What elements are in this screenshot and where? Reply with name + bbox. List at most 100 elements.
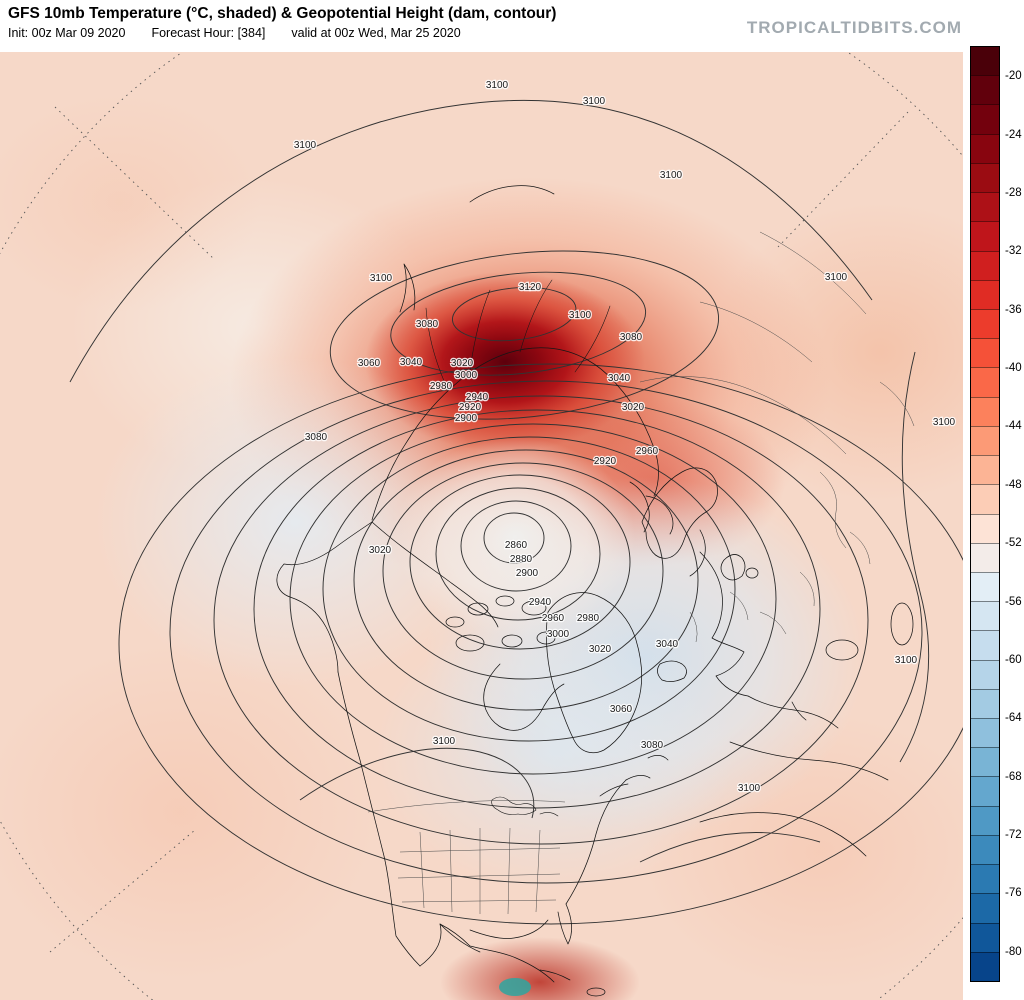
colorbar-segment — [971, 425, 999, 456]
contour-label: 3080 — [620, 332, 643, 343]
colorbar-segment — [971, 571, 999, 602]
contour-label: 3040 — [400, 357, 423, 368]
contour-label: 3100 — [738, 783, 761, 794]
map-subtitle: Init: 00z Mar 09 2020 Forecast Hour: [384… — [8, 26, 1024, 40]
colorbar-segment — [971, 747, 999, 777]
colorbar: -20 -24 -28 -32 -36 -40 -44 -48 -52 -56 -60 -64 -68 -… — [970, 46, 1024, 982]
colorbar-tick-label: -32 — [1005, 245, 1022, 258]
colorbar-tick-label: -68 — [1005, 770, 1022, 783]
colorbar-segment — [971, 221, 999, 251]
header: GFS 10mb Temperature (°C, shaded) & Geop… — [0, 0, 1024, 40]
colorbar-tick-label: -56 — [1005, 595, 1022, 608]
contour-label: 2880 — [510, 554, 533, 565]
contour-label: 3020 — [369, 545, 392, 556]
contour-label: 3060 — [358, 358, 381, 369]
colorbar-segment — [971, 513, 999, 543]
contour-label: 3100 — [660, 170, 683, 181]
political-borders — [367, 231, 915, 915]
colorbar-segment — [971, 688, 999, 719]
colorbar-segment — [971, 162, 999, 193]
contour-label: 3100 — [583, 96, 606, 107]
colorbar-segment — [971, 250, 999, 280]
contour-label: 3100 — [569, 310, 592, 321]
forecast-hour: Forecast Hour: [384] — [151, 26, 266, 40]
colorbar-tick-label: -24 — [1005, 128, 1022, 141]
colorbar-segment — [971, 659, 999, 689]
colorbar-segment — [971, 718, 999, 748]
init-time: Init: 00z Mar 09 2020 — [8, 26, 126, 40]
colorbar-segment — [971, 951, 999, 981]
colorbar-tick-label: -36 — [1005, 303, 1022, 316]
colorbar-segment — [971, 367, 999, 397]
height-contours — [69, 99, 963, 925]
contour-label: 3080 — [416, 319, 439, 330]
colorbar-ticks: -20 -24 -28 -32 -36 -40 -44 -48 -52 -56 -60 -64 -68 -… — [970, 47, 1024, 981]
colorbar-tick-label: -44 — [1005, 420, 1022, 433]
map-title: GFS 10mb Temperature (°C, shaded) & Geop… — [8, 5, 557, 22]
graticule — [0, 52, 963, 1000]
colorbar-tick-label: -20 — [1005, 70, 1022, 83]
temperature-shading — [0, 52, 963, 1000]
colorbar-segment — [971, 542, 999, 572]
contour-label: 2980 — [430, 381, 453, 392]
weather-map: 3100 3100 3100 3100 3100 3100 3100 3100 3100 3100… — [0, 52, 963, 1000]
colorbar-segment — [971, 484, 999, 514]
site-logo: TROPICALTIDBITS.COM — [746, 18, 962, 37]
contour-label: 2960 — [636, 446, 659, 457]
contour-label: 3080 — [641, 740, 664, 751]
colorbar-segment — [971, 922, 999, 952]
colorbar-segments — [970, 46, 1000, 982]
contour-label: 3100 — [294, 140, 317, 151]
colorbar-segment — [971, 279, 999, 309]
colorbar-tick-label: -28 — [1005, 186, 1022, 199]
contour-label: 3080 — [305, 432, 328, 443]
contour-label: 3100 — [825, 272, 848, 283]
contour-label: 2920 — [459, 402, 482, 413]
colorbar-segment — [971, 805, 999, 835]
colorbar-segment — [971, 601, 999, 631]
contour-label: 3020 — [451, 358, 474, 369]
colorbar-segment — [971, 192, 999, 222]
colorbar-tick-label: -64 — [1005, 712, 1022, 725]
contour-label: 3000 — [547, 629, 570, 640]
colorbar-tick-label: -48 — [1005, 478, 1022, 491]
contour-label: 3100 — [895, 655, 918, 666]
colorbar-segment — [971, 104, 999, 134]
contour-label: 2860 — [505, 540, 528, 551]
colorbar-segment — [971, 133, 999, 163]
contour-label: 2960 — [542, 613, 565, 624]
contour-labels: 3100 3100 3100 3100 3100 3100 3100 3100 3100 3100… — [293, 79, 957, 796]
contour-label: 3000 — [455, 370, 478, 381]
colorbar-segment — [971, 396, 999, 426]
colorbar-tick-label: -52 — [1005, 537, 1022, 550]
colorbar-segment — [971, 455, 999, 485]
colorbar-segment — [971, 776, 999, 806]
contour-label: 3100 — [486, 80, 509, 91]
colorbar-tick-label: -76 — [1005, 887, 1022, 900]
contour-label: 2900 — [455, 413, 478, 424]
colorbar-tick-label: -80 — [1005, 945, 1022, 958]
colorbar-segment — [971, 893, 999, 923]
contour-label: 2940 — [466, 392, 489, 403]
contour-label: 3060 — [610, 704, 633, 715]
contour-label: 3100 — [433, 736, 456, 747]
colorbar-segment — [971, 338, 999, 368]
contour-label: 3100 — [933, 417, 956, 428]
contour-label: 2980 — [577, 613, 600, 624]
colorbar-segment — [971, 47, 999, 76]
contour-label: 3120 — [519, 282, 542, 293]
coastlines — [276, 185, 914, 997]
map-canvas: 3100 3100 3100 3100 3100 3100 3100 3100 3100 3100… — [0, 52, 963, 1000]
contour-label: 2940 — [529, 597, 552, 608]
valid-time: valid at 00z Wed, Mar 25 2020 — [291, 26, 461, 40]
colorbar-segment — [971, 864, 999, 894]
contour-label: 2900 — [516, 568, 539, 579]
contour-label: 3040 — [608, 373, 631, 384]
contour-label: 3100 — [370, 273, 393, 284]
colorbar-segment — [971, 75, 999, 105]
colorbar-tick-label: -60 — [1005, 653, 1022, 666]
colorbar-tick-label: -40 — [1005, 362, 1022, 375]
contour-label: 3020 — [622, 402, 645, 413]
colorbar-segment — [971, 308, 999, 339]
colorbar-segment — [971, 834, 999, 865]
